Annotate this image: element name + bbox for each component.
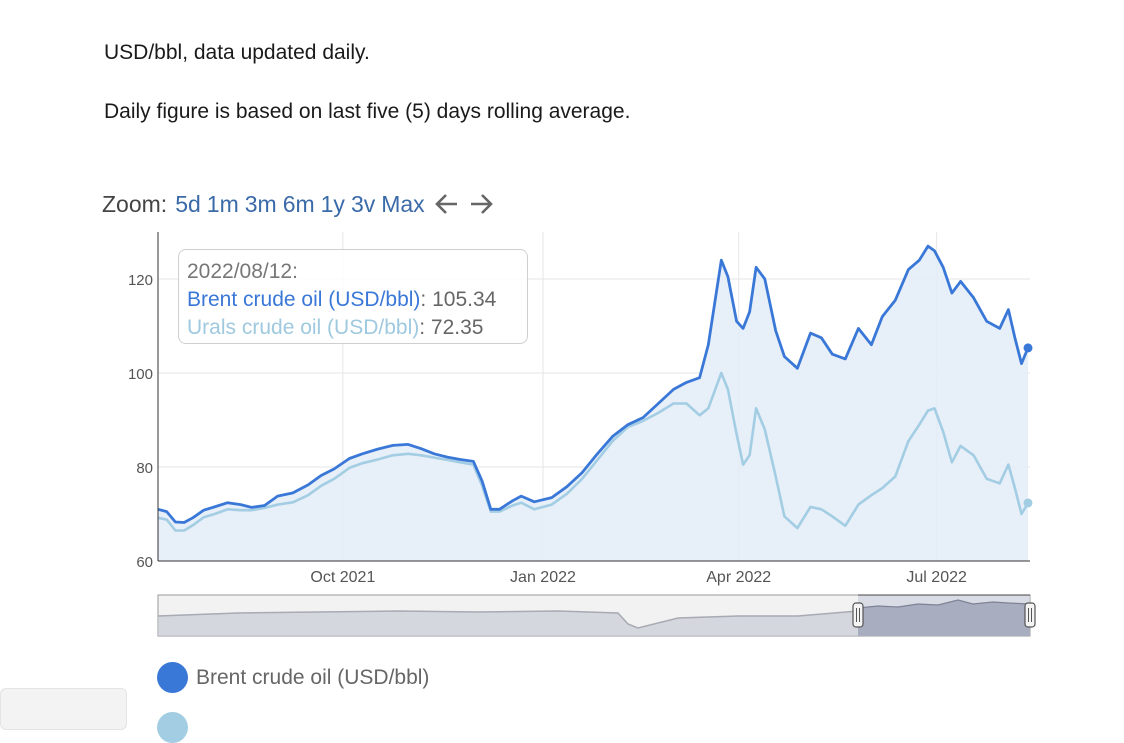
brent-area-fill (158, 246, 1028, 561)
legend-urals-swatch (157, 712, 188, 743)
brent-end-point (1023, 343, 1033, 353)
series-end-markers (1023, 343, 1033, 508)
navigator-selection-line (857, 599, 1031, 609)
right-arrow-icon[interactable] (467, 190, 497, 218)
x-tick-label: Jan 2022 (510, 569, 576, 586)
zoom-3m-button[interactable]: 3m (244, 190, 277, 217)
tooltip-brent-value: 105.34 (432, 288, 497, 311)
urals-series-line (157, 371, 1030, 532)
left-arrow-icon[interactable] (431, 190, 461, 218)
x-tick-label: Oct 2021 (310, 569, 375, 586)
rolling-average-note: Daily figure is based on last five (5) d… (104, 100, 631, 123)
navigator-overview-area (158, 606, 1030, 636)
description-text: USD/bbl, data updated daily. (104, 41, 370, 64)
tooltip-brent-label: Brent crude oil (USD/bbl) (187, 288, 421, 311)
navigator-right-handle[interactable] (1024, 602, 1036, 628)
tooltip-urals-label: Urals crude oil (USD/bbl) (187, 316, 420, 339)
zoom-toolbar: Zoom: 5d 1m 3m 6m 1y 3v Max (102, 190, 497, 218)
x-tick-label: Apr 2022 (706, 569, 771, 586)
y-tick-label: 120 (128, 272, 153, 289)
page-corner-widget (0, 688, 127, 730)
y-tick-label: 100 (128, 366, 153, 383)
navigator-left-handle[interactable] (852, 602, 864, 628)
legend-item-brent[interactable]: Brent crude oil (USD/bbl) (157, 662, 429, 693)
zoom-max-button[interactable]: Max (381, 190, 425, 217)
zoom-5d-button[interactable]: 5d (175, 190, 201, 217)
zoom-1m-button[interactable]: 1m (206, 190, 239, 217)
zoom-3v-button[interactable]: 3v (350, 190, 376, 217)
oil-price-chart: 60 80 100 120 Oct 2021 Jan 2022 Apr 2022 Jul 20… (128, 232, 1036, 637)
urals-end-point (1023, 498, 1033, 508)
y-tick-label: 80 (136, 460, 153, 477)
legend-brent-label: Brent crude oil (USD/bbl) (196, 665, 430, 689)
navigator-selection-area (858, 600, 1030, 636)
axes (157, 232, 1030, 562)
chart-tooltip: 2022/08/12: Brent crude oil (USD/bbl): 1… (178, 249, 528, 344)
legend-item-urals[interactable] (157, 712, 188, 743)
tooltip-date: 2022/08/12: (187, 260, 298, 283)
brent-series-line (157, 244, 1030, 524)
tooltip-urals-row: Urals crude oil (USD/bbl): 72.35 (187, 316, 484, 339)
tooltip-brent-row: Brent crude oil (USD/bbl): 105.34 (187, 288, 497, 311)
zoom-label: Zoom: (102, 190, 168, 217)
range-navigator[interactable] (157, 594, 1036, 637)
legend-brent-swatch (157, 662, 188, 693)
zoom-1y-button[interactable]: 1y (320, 190, 345, 217)
tooltip-urals-value: 72.35 (430, 316, 484, 339)
zoom-6m-button[interactable]: 6m (282, 190, 315, 217)
x-tick-label: Jul 2022 (906, 569, 967, 586)
y-tick-label: 60 (136, 554, 153, 571)
tick-labels: 60 80 100 120 Oct 2021 Jan 2022 Apr 2022 Jul 20… (128, 272, 967, 586)
